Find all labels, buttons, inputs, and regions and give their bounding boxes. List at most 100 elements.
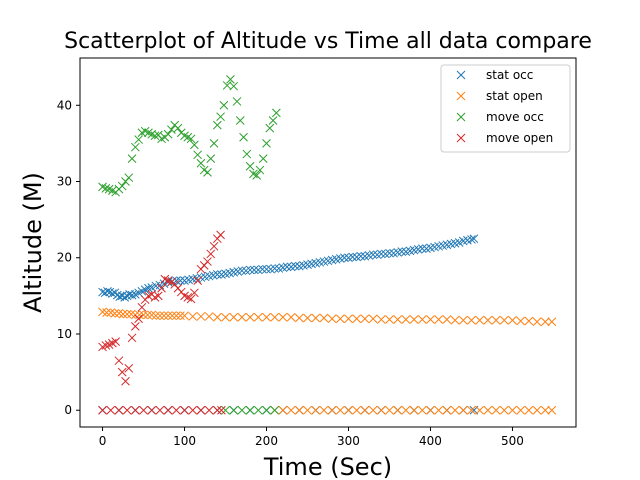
data-point <box>360 405 370 415</box>
data-point <box>180 291 189 301</box>
data-point <box>137 302 147 312</box>
data-point <box>122 405 132 415</box>
legend-marker <box>456 91 466 101</box>
data-point <box>385 315 394 324</box>
data-point <box>167 311 177 321</box>
legend-marker <box>456 133 466 143</box>
data-point <box>229 81 239 91</box>
data-point <box>426 405 435 415</box>
data-point <box>226 74 235 84</box>
data-point <box>176 276 185 285</box>
data-point <box>255 165 265 175</box>
x-tick-label: 100 <box>173 434 196 448</box>
data-point <box>186 134 196 144</box>
data-point <box>167 125 176 135</box>
y-tick-label: 30 <box>57 175 72 189</box>
data-point <box>101 184 111 193</box>
data-point <box>219 100 229 110</box>
axes-ticks: 0 100 200 300 400 500 0 10 20 30 40 <box>57 98 524 448</box>
data-point <box>268 116 278 125</box>
data-point <box>401 405 411 415</box>
data-point <box>286 312 296 322</box>
data-point <box>114 405 124 415</box>
data-point <box>108 186 117 196</box>
data-point <box>173 123 183 133</box>
data-point <box>124 173 134 183</box>
data-point <box>532 405 542 415</box>
data-point <box>221 312 230 322</box>
data-point <box>540 405 550 415</box>
x-tick-label: 400 <box>419 434 442 448</box>
legend-label: move occ <box>486 110 544 124</box>
data-point <box>159 311 169 321</box>
data-point <box>547 405 557 415</box>
data-point <box>352 314 362 324</box>
data-point <box>193 150 202 160</box>
data-point <box>140 126 150 136</box>
data-point <box>262 312 271 322</box>
data-point <box>258 154 268 163</box>
data-point <box>450 405 460 415</box>
data-point <box>368 405 378 415</box>
data-point <box>103 286 112 296</box>
data-point <box>235 116 245 125</box>
data-point <box>144 283 153 293</box>
data-point <box>150 131 160 141</box>
data-point <box>196 312 206 321</box>
x-tick-label: 200 <box>255 434 278 448</box>
data-point <box>499 315 509 325</box>
data-point <box>335 405 345 415</box>
data-point <box>117 367 127 377</box>
data-point <box>163 129 173 139</box>
data-point <box>157 134 166 144</box>
data-point <box>253 405 263 415</box>
data-point <box>212 312 222 322</box>
data-point <box>393 315 403 324</box>
data-point <box>270 405 280 415</box>
data-point <box>216 112 225 122</box>
data-point <box>130 405 140 415</box>
y-axis-label: Altitude (M) <box>19 172 47 313</box>
data-point <box>206 154 216 163</box>
plot-frame <box>79 57 577 428</box>
data-point <box>124 363 134 373</box>
data-point <box>385 405 394 415</box>
data-point <box>491 315 501 325</box>
data-point <box>239 132 248 142</box>
data-point <box>130 142 140 152</box>
data-point <box>160 274 170 284</box>
data-point <box>282 262 292 272</box>
data-point <box>180 405 189 415</box>
data-point <box>516 405 526 415</box>
data-point <box>524 405 534 415</box>
data-point <box>102 308 111 317</box>
data-point <box>475 405 485 415</box>
data-point <box>508 405 517 415</box>
data-point <box>442 405 452 415</box>
data-point <box>356 251 366 261</box>
data-point <box>327 314 337 324</box>
data-point <box>262 405 271 415</box>
legend-marker <box>456 112 466 122</box>
data-point <box>137 128 147 138</box>
data-point <box>212 405 222 415</box>
data-point <box>450 315 460 325</box>
data-point <box>183 293 193 302</box>
chart-title: Scatterplot of Altitude vs Time all data… <box>64 29 592 54</box>
data-point <box>348 252 357 262</box>
y-tick-label: 0 <box>64 403 72 417</box>
data-point <box>110 309 120 318</box>
data-point <box>319 405 329 415</box>
data-point <box>216 230 225 240</box>
data-point <box>258 264 267 274</box>
data-point <box>204 405 214 415</box>
data-point <box>190 288 199 298</box>
data-point <box>335 314 345 324</box>
data-point <box>262 139 271 148</box>
data-point <box>491 405 501 415</box>
data-point <box>193 276 202 285</box>
data-point <box>171 405 181 415</box>
data-point <box>237 405 247 415</box>
data-point <box>242 149 252 159</box>
